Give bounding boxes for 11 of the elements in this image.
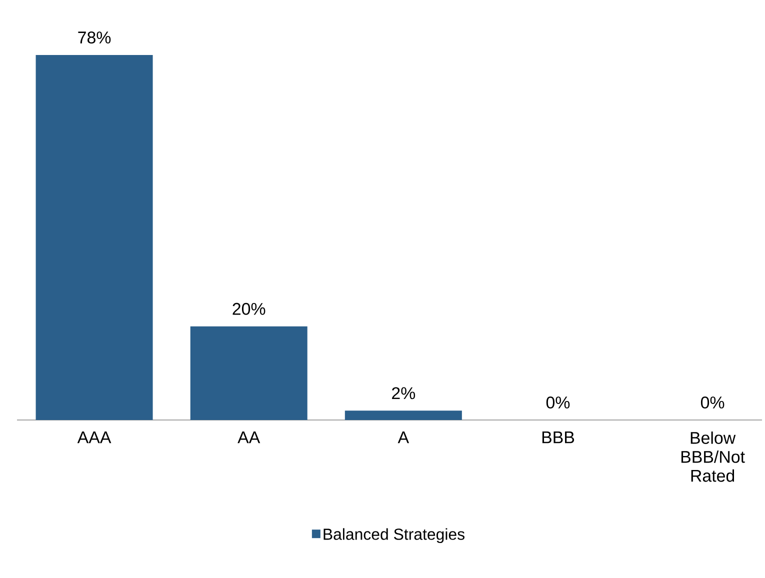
x-tick-label: AAA <box>77 432 112 444</box>
x-tick-label: A <box>398 432 410 444</box>
x-tick-label: Below BBB/Not Rated <box>681 432 745 482</box>
legend-label: Balanced Strategies <box>324 528 464 544</box>
data-label: 0% <box>700 396 724 408</box>
x-tick-label: BBB <box>542 432 574 444</box>
data-label: 2% <box>392 387 416 400</box>
data-label: 78% <box>78 32 111 44</box>
data-label: 20% <box>232 302 266 315</box>
data-label: 0% <box>546 396 570 408</box>
x-tick-label: AA <box>238 432 260 444</box>
